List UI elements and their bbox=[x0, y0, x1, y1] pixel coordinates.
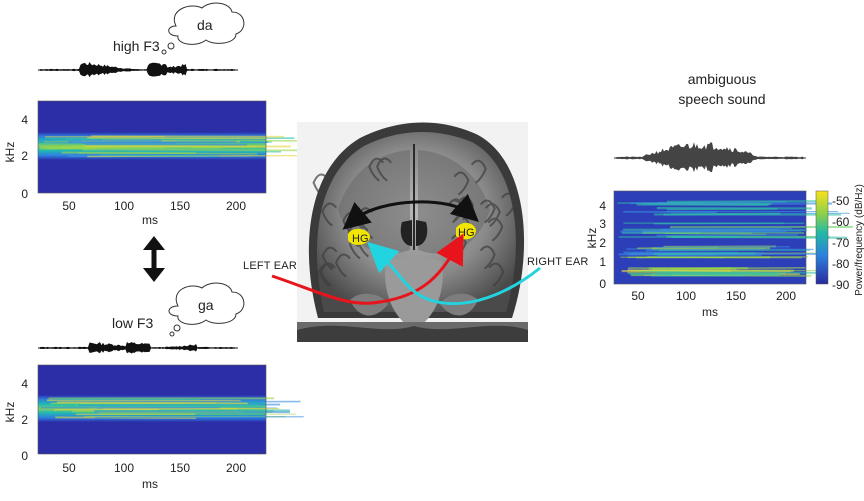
y-tick: 3 bbox=[599, 217, 606, 231]
ga-label: ga bbox=[198, 297, 214, 313]
colorbar-tick: -70 bbox=[832, 236, 850, 250]
low-f3-panel: low F3 ga 4 2 0 kHz 50 100 150 200 ms bbox=[3, 283, 304, 491]
high-f3-waveform bbox=[38, 62, 238, 77]
ga-thought-bubble: ga bbox=[169, 283, 244, 336]
y-axis-label: kHz bbox=[585, 228, 599, 249]
colorbar-label: Power/frequency (dB/Hz) bbox=[854, 184, 864, 296]
hg-right-label: HG bbox=[458, 227, 475, 239]
x-tick: 100 bbox=[114, 461, 134, 475]
x-tick: 150 bbox=[170, 199, 190, 213]
ambiguous-title-line2: speech sound bbox=[678, 91, 765, 107]
high-f3-spectrogram bbox=[38, 101, 323, 193]
y-tick: 2 bbox=[599, 236, 606, 250]
y-tick: 2 bbox=[21, 149, 28, 163]
x-tick: 50 bbox=[62, 461, 76, 475]
x-tick: 100 bbox=[114, 199, 134, 213]
low-f3-title: low F3 bbox=[112, 315, 153, 331]
y-tick: 0 bbox=[21, 449, 28, 463]
y-tick: 4 bbox=[599, 199, 606, 213]
double-arrow-icon bbox=[143, 236, 165, 282]
y-tick: 1 bbox=[599, 255, 606, 269]
x-axis-label: ms bbox=[142, 213, 158, 227]
ambiguous-panel: ambiguous speech sound 4 3 2 1 0 kHz 50 … bbox=[585, 71, 864, 319]
da-label: da bbox=[197, 17, 213, 33]
colorbar: -50 -60 -70 -80 -90 Power/frequency (dB/… bbox=[816, 184, 864, 296]
right-ear-label: RIGHT EAR bbox=[527, 256, 589, 268]
x-tick: 200 bbox=[776, 289, 796, 303]
brain-mri-image: HG HG bbox=[297, 122, 528, 342]
x-tick: 200 bbox=[226, 461, 246, 475]
x-tick: 100 bbox=[676, 289, 696, 303]
x-tick: 50 bbox=[62, 199, 76, 213]
y-tick: 4 bbox=[21, 377, 28, 391]
x-axis-label: ms bbox=[142, 477, 158, 491]
x-tick: 150 bbox=[170, 461, 190, 475]
colorbar-tick: -50 bbox=[832, 194, 850, 208]
x-axis-label: ms bbox=[702, 305, 718, 319]
left-ear-label: LEFT EAR bbox=[243, 260, 297, 272]
colorbar-tick: -80 bbox=[832, 257, 850, 271]
colorbar-tick: -60 bbox=[832, 215, 850, 229]
ambiguous-waveform bbox=[614, 142, 806, 172]
y-tick: 0 bbox=[599, 277, 606, 291]
y-tick: 4 bbox=[21, 113, 28, 127]
da-thought-bubble: da bbox=[162, 3, 244, 54]
y-tick: 2 bbox=[21, 413, 28, 427]
hg-left-label: HG bbox=[352, 233, 369, 245]
high-f3-title: high F3 bbox=[113, 38, 160, 54]
colorbar-tick: -90 bbox=[832, 278, 850, 292]
high-f3-panel: high F3 da 4 2 0 kHz 50 100 150 200 ms bbox=[3, 3, 323, 227]
low-f3-spectrogram bbox=[38, 365, 304, 454]
x-tick: 200 bbox=[226, 199, 246, 213]
x-tick: 150 bbox=[726, 289, 746, 303]
ambiguous-title-line1: ambiguous bbox=[688, 71, 757, 87]
x-tick: 50 bbox=[631, 289, 645, 303]
y-axis-label: kHz bbox=[3, 142, 17, 163]
y-tick: 0 bbox=[21, 187, 28, 201]
low-f3-waveform bbox=[38, 342, 238, 354]
y-axis-label: kHz bbox=[3, 402, 17, 423]
